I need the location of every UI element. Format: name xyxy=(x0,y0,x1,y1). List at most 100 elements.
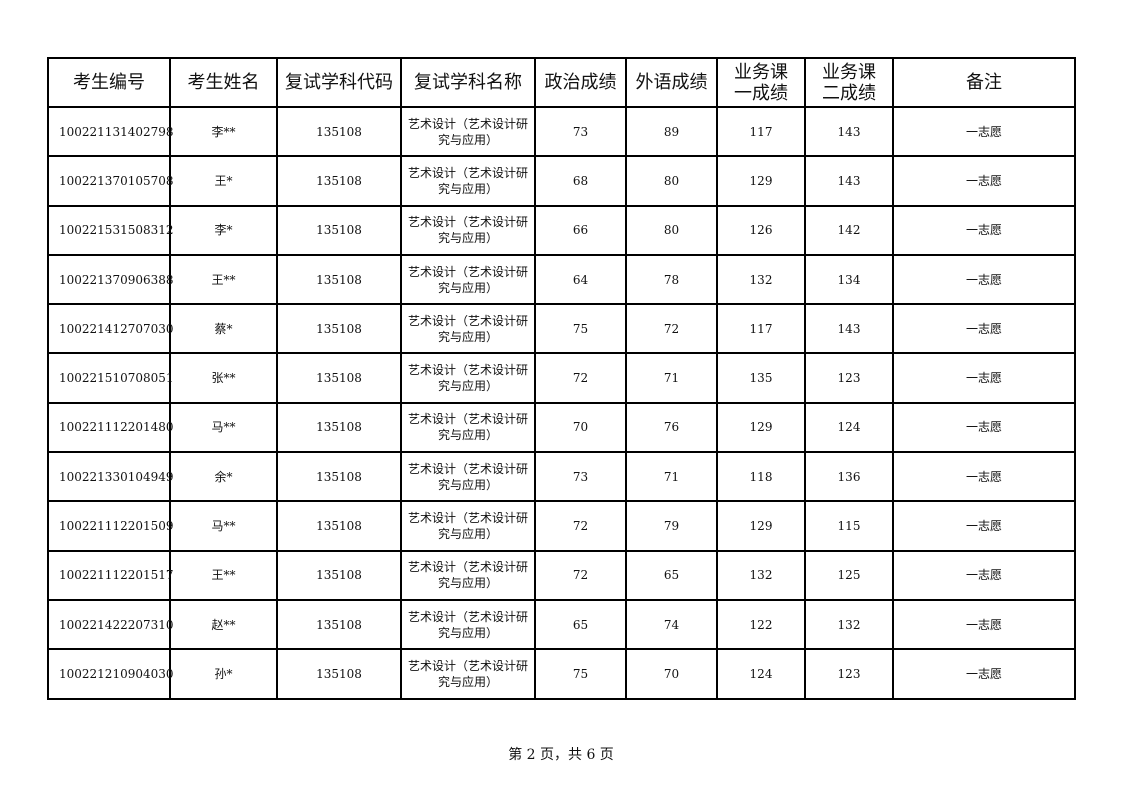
table-row: 100221370105708 王* 135108 艺术设计（艺术设计研究与应用） 68… xyxy=(47,155,1076,207)
cell-course2-score: 143 xyxy=(804,155,894,207)
cell-politics-score: 75 xyxy=(534,648,627,700)
cell-politics-score: 64 xyxy=(534,253,627,306)
table-row: 100221112201480 马** 135108 艺术设计（艺术设计研究与应用） 7… xyxy=(47,401,1076,454)
table-row: 100221510708051 张** 135108 艺术设计（艺术设计研究与应用） 7… xyxy=(47,352,1076,404)
header-politics-score: 政治成绩 xyxy=(534,57,627,108)
cell-course1-score: 124 xyxy=(716,648,806,700)
cell-name: 马** xyxy=(169,401,278,454)
table-row: 100221531508312 李* 135108 艺术设计（艺术设计研究与应用） 66… xyxy=(47,204,1076,256)
cell-subject-code: 135108 xyxy=(276,352,402,404)
cell-remark: 一志愿 xyxy=(892,401,1076,454)
cell-subject-name: 艺术设计（艺术设计研究与应用） xyxy=(400,352,536,404)
header-course2-score: 业务课二成绩 xyxy=(804,57,894,108)
cell-name: 蔡* xyxy=(169,303,278,355)
cell-name: 李** xyxy=(169,105,278,158)
cell-subject-name: 艺术设计（艺术设计研究与应用） xyxy=(400,648,536,700)
cell-politics-score: 73 xyxy=(534,451,627,503)
cell-exam-id: 100221531508312 xyxy=(47,204,174,256)
header-exam-id: 考生编号 xyxy=(47,57,171,108)
cell-subject-name: 艺术设计（艺术设计研究与应用） xyxy=(400,105,536,158)
cell-course1-score: 129 xyxy=(716,401,806,454)
cell-language-score: 89 xyxy=(625,105,718,158)
cell-name: 赵** xyxy=(169,598,278,651)
cell-politics-score: 66 xyxy=(534,204,627,256)
cell-remark: 一志愿 xyxy=(892,549,1076,601)
cell-subject-name: 艺术设计（艺术设计研究与应用） xyxy=(400,549,536,601)
cell-language-score: 71 xyxy=(625,352,718,404)
cell-language-score: 70 xyxy=(625,648,718,700)
cell-course2-score: 123 xyxy=(804,648,894,700)
cell-subject-code: 135108 xyxy=(276,648,402,700)
cell-remark: 一志愿 xyxy=(892,648,1076,700)
header-subject-code: 复试学科代码 xyxy=(276,57,402,108)
cell-subject-code: 135108 xyxy=(276,204,402,256)
cell-language-score: 80 xyxy=(625,204,718,256)
cell-course2-score: 115 xyxy=(804,500,894,552)
cell-exam-id: 100221510708051 xyxy=(47,352,174,404)
cell-name: 王* xyxy=(169,155,278,207)
cell-politics-score: 72 xyxy=(534,500,627,552)
cell-remark: 一志愿 xyxy=(892,598,1076,651)
cell-name: 张** xyxy=(169,352,278,404)
cell-exam-id: 100221112201480 xyxy=(47,401,174,454)
cell-course1-score: 132 xyxy=(716,549,806,601)
cell-course2-score: 132 xyxy=(804,598,894,651)
cell-name: 李* xyxy=(169,204,278,256)
cell-exam-id: 100221330104949 xyxy=(47,451,174,503)
cell-subject-name: 艺术设计（艺术设计研究与应用） xyxy=(400,598,536,651)
page-footer: 第 2 页，共 6 页 xyxy=(508,747,614,763)
cell-politics-score: 70 xyxy=(534,401,627,454)
cell-course2-score: 142 xyxy=(804,204,894,256)
header-subject-name: 复试学科名称 xyxy=(400,57,536,108)
cell-course2-score: 125 xyxy=(804,549,894,601)
cell-exam-id: 100221112201509 xyxy=(47,500,174,552)
table-body: 100221131402798 李** 135108 艺术设计（艺术设计研究与应用） 7… xyxy=(47,105,1076,700)
cell-remark: 一志愿 xyxy=(892,105,1076,158)
cell-course2-score: 143 xyxy=(804,105,894,158)
cell-remark: 一志愿 xyxy=(892,303,1076,355)
cell-name: 王** xyxy=(169,549,278,601)
cell-name: 余* xyxy=(169,451,278,503)
cell-subject-code: 135108 xyxy=(276,401,402,454)
cell-course1-score: 129 xyxy=(716,155,806,207)
cell-name: 孙* xyxy=(169,648,278,700)
cell-course1-score: 117 xyxy=(716,105,806,158)
cell-exam-id: 100221370906388 xyxy=(47,253,174,306)
cell-language-score: 65 xyxy=(625,549,718,601)
cell-course1-score: 129 xyxy=(716,500,806,552)
cell-remark: 一志愿 xyxy=(892,500,1076,552)
table-row: 100221330104949 余* 135108 艺术设计（艺术设计研究与应用） 73… xyxy=(47,451,1076,503)
cell-subject-name: 艺术设计（艺术设计研究与应用） xyxy=(400,204,536,256)
cell-course1-score: 118 xyxy=(716,451,806,503)
cell-course1-score: 132 xyxy=(716,253,806,306)
cell-remark: 一志愿 xyxy=(892,352,1076,404)
cell-language-score: 72 xyxy=(625,303,718,355)
cell-exam-id: 100221112201517 xyxy=(47,549,174,601)
cell-course1-score: 117 xyxy=(716,303,806,355)
cell-subject-name: 艺术设计（艺术设计研究与应用） xyxy=(400,303,536,355)
cell-remark: 一志愿 xyxy=(892,155,1076,207)
cell-name: 王** xyxy=(169,253,278,306)
cell-course2-score: 124 xyxy=(804,401,894,454)
header-course1-score: 业务课一成绩 xyxy=(716,57,806,108)
cell-subject-code: 135108 xyxy=(276,105,402,158)
cell-subject-code: 135108 xyxy=(276,451,402,503)
header-language-score: 外语成绩 xyxy=(625,57,718,108)
cell-course2-score: 123 xyxy=(804,352,894,404)
cell-language-score: 74 xyxy=(625,598,718,651)
cell-politics-score: 65 xyxy=(534,598,627,651)
cell-politics-score: 73 xyxy=(534,105,627,158)
table-row: 100221112201509 马** 135108 艺术设计（艺术设计研究与应用） 7… xyxy=(47,500,1076,552)
cell-subject-code: 135108 xyxy=(276,303,402,355)
cell-subject-name: 艺术设计（艺术设计研究与应用） xyxy=(400,500,536,552)
header-name: 考生姓名 xyxy=(169,57,278,108)
cell-language-score: 80 xyxy=(625,155,718,207)
cell-subject-name: 艺术设计（艺术设计研究与应用） xyxy=(400,451,536,503)
cell-politics-score: 72 xyxy=(534,352,627,404)
cell-subject-code: 135108 xyxy=(276,549,402,601)
cell-subject-name: 艺术设计（艺术设计研究与应用） xyxy=(400,401,536,454)
table-row: 100221210904030 孙* 135108 艺术设计（艺术设计研究与应用） 75… xyxy=(47,648,1076,700)
cell-course2-score: 143 xyxy=(804,303,894,355)
table-row: 100221112201517 王** 135108 艺术设计（艺术设计研究与应用） 7… xyxy=(47,549,1076,601)
header-row: 考生编号 考生姓名 复试学科代码 复试学科名称 政治成绩 外语成绩 业务课一成绩 业务课二成绩… xyxy=(47,57,1076,108)
